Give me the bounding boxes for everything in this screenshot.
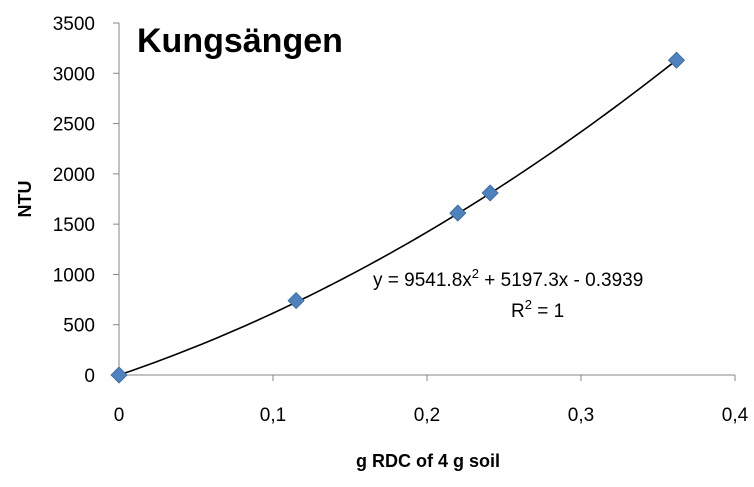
x-tick-label: 0,4 [722, 405, 749, 426]
data-point-marker [110, 366, 128, 384]
data-point-marker [481, 184, 499, 202]
ticks [113, 22, 736, 381]
data-points [110, 51, 686, 384]
r2-base: R [511, 301, 525, 322]
x-tick-label: 0,1 [260, 405, 286, 426]
x-tick-label: 0 [114, 405, 125, 426]
y-tick-label: 2000 [53, 165, 95, 186]
y-tick-label: 0 [84, 366, 95, 387]
y-tick-label: 1500 [53, 215, 95, 236]
axes [118, 23, 735, 376]
r-squared: R2 = 1 [511, 297, 564, 322]
equation-rest: + 5197.3x - 0.3939 [479, 270, 643, 291]
y-tick-label: 2500 [53, 115, 95, 136]
y-tick-labels: 0 500 1000 1500 2000 2500 3000 3500 [53, 14, 95, 387]
y-tick-label: 500 [63, 316, 95, 337]
y-tick-label: 3500 [53, 14, 95, 35]
x-axis-label: g RDC of 4 g soil [356, 451, 500, 471]
data-point-marker [449, 204, 467, 222]
x-tick-labels: 0 0,1 0,2 0,3 0,4 [114, 405, 749, 426]
x-tick-label: 0,3 [568, 405, 594, 426]
r2-rest: = 1 [532, 301, 564, 322]
r2-exponent: 2 [525, 297, 532, 312]
equation-base: y = 9541.8x [373, 270, 472, 291]
trendline [118, 59, 677, 376]
y-axis-label: NTU [15, 181, 35, 218]
equation-exponent: 2 [472, 266, 479, 281]
data-point-marker [287, 292, 305, 310]
x-tick-label: 0,2 [414, 405, 440, 426]
y-tick-label: 1000 [53, 265, 95, 286]
data-point-marker [667, 51, 686, 69]
chart-title: Kungsängen [137, 22, 343, 60]
y-tick-label: 3000 [53, 64, 95, 85]
trendline-equation: y = 9541.8x2 + 5197.3x - 0.3939 [373, 266, 643, 291]
